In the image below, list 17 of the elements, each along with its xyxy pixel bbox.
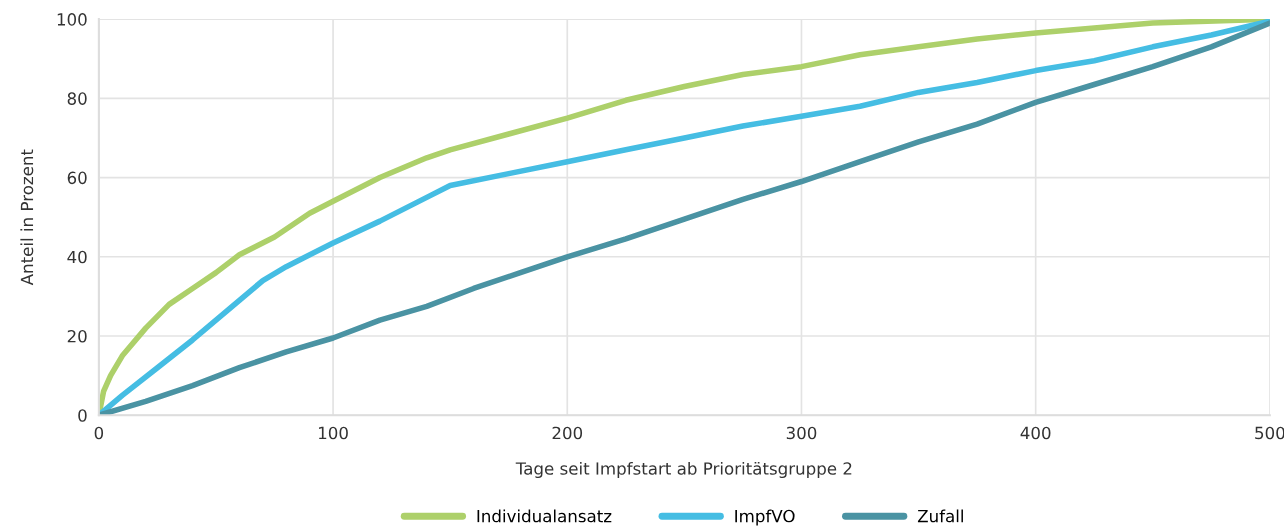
y-tick-label: 40 <box>67 250 87 264</box>
y-tick-label: 60 <box>67 171 87 185</box>
y-tick-label: 0 <box>78 409 87 422</box>
y-tick-label: 20 <box>67 329 87 343</box>
y-axis-title: Anteil in Prozent <box>20 149 34 286</box>
x-tick-label: 400 <box>1020 426 1051 440</box>
x-tick-label: 100 <box>318 426 348 440</box>
x-tick-label: 0 <box>94 426 104 440</box>
x-tick-label: 500 <box>1255 426 1284 440</box>
legend-label: Zufall <box>917 509 963 523</box>
y-tick-label: 100 <box>57 13 87 26</box>
x-tick-label: 200 <box>552 426 583 440</box>
legend-label: Individualansatz <box>477 509 612 523</box>
x-axis-title: Tage seit Impfstart ab Prioritätsgruppe 2 <box>515 461 852 479</box>
x-tick-label: 300 <box>786 426 817 440</box>
legend-label: ImpfVO <box>735 509 795 526</box>
y-tick-label: 80 <box>67 92 87 105</box>
